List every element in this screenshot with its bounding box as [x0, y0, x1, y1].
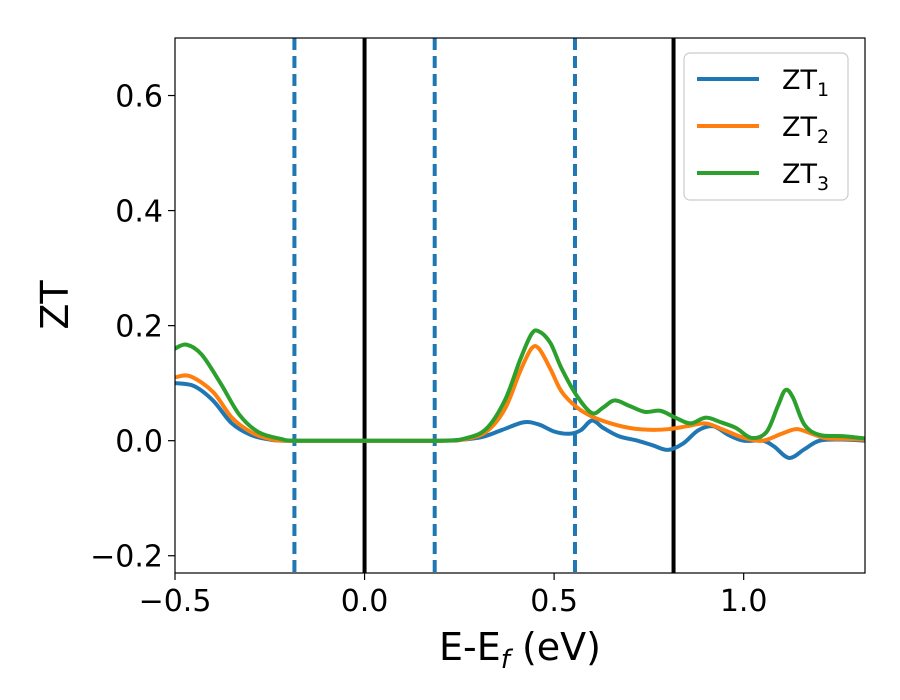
series-layer	[175, 328, 865, 460]
y-tick-label: −0.2	[90, 540, 163, 575]
y-tick-label: 0.2	[115, 310, 163, 345]
legend-label: ZT3	[782, 159, 829, 195]
legend-label: ZT1	[782, 65, 829, 101]
plot-frame	[174, 37, 866, 574]
x-tick-label: 0.5	[530, 584, 578, 619]
reference-lines	[292, 38, 676, 573]
x-tick-label: −0.5	[139, 584, 212, 619]
y-tick-label: 0.6	[115, 80, 163, 115]
y-axis-label: ZT	[33, 280, 77, 330]
series-line-zt1	[175, 381, 865, 460]
legend: ZT1 ZT2 ZT3	[683, 52, 849, 201]
series-line-zt3	[175, 328, 865, 443]
x-axis-label: E-Ef (eV)	[439, 625, 601, 675]
y-axis: −0.2 0.0 0.2 0.4 0.6	[90, 80, 175, 575]
legend-label: ZT2	[782, 112, 829, 148]
legend-box	[683, 52, 849, 201]
x-axis: −0.5 0.0 0.5 1.0	[139, 573, 768, 619]
series-line-zt2	[175, 343, 865, 443]
y-tick-label: 0.4	[115, 195, 163, 230]
x-tick-label: 0.0	[341, 584, 389, 619]
y-tick-label: 0.0	[115, 425, 163, 460]
x-tick-label: 1.0	[720, 584, 768, 619]
